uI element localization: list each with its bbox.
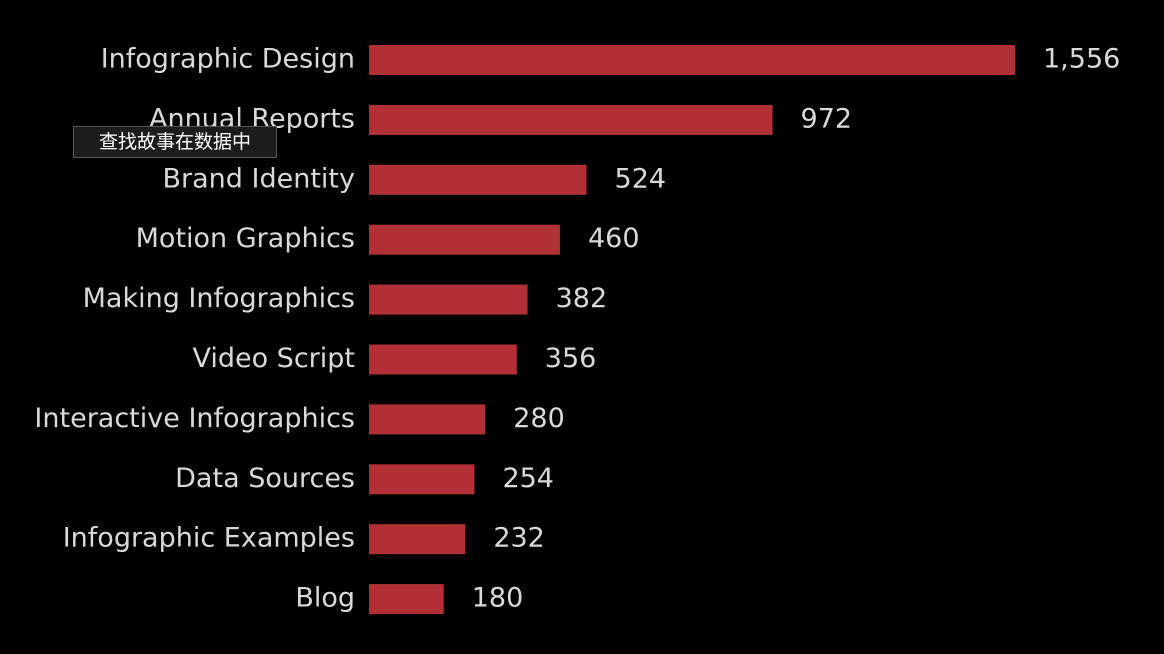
- value-label: 460: [588, 223, 640, 254]
- value-label: 524: [615, 163, 667, 194]
- value-label: 1,556: [1043, 44, 1120, 75]
- category-label: Making Infographics: [83, 283, 355, 314]
- category-label: Video Script: [192, 343, 355, 374]
- bar: [369, 45, 1015, 75]
- value-label: 356: [545, 343, 597, 374]
- value-label: 972: [801, 103, 853, 134]
- bar: [369, 524, 466, 555]
- value-label: 254: [502, 463, 554, 494]
- category-label: Motion Graphics: [136, 223, 355, 254]
- category-label: Blog: [295, 583, 355, 614]
- bar: [369, 164, 587, 195]
- category-label: Interactive Infographics: [34, 403, 355, 434]
- value-label: 232: [493, 523, 545, 554]
- value-label: 382: [556, 283, 608, 314]
- category-label: Infographic Examples: [63, 523, 355, 554]
- category-label: Infographic Design: [101, 44, 355, 75]
- value-label: 180: [472, 583, 524, 614]
- bar: [369, 464, 475, 495]
- category-label: Brand Identity: [163, 163, 356, 194]
- value-label: 280: [513, 403, 565, 434]
- bar: [369, 104, 773, 135]
- bar: [369, 284, 528, 315]
- bar: [369, 584, 444, 615]
- tooltip: 查找故事在数据中: [73, 126, 277, 158]
- bar: [369, 224, 560, 255]
- category-label: Data Sources: [175, 463, 355, 494]
- bar: [369, 344, 517, 375]
- bar: [369, 404, 486, 435]
